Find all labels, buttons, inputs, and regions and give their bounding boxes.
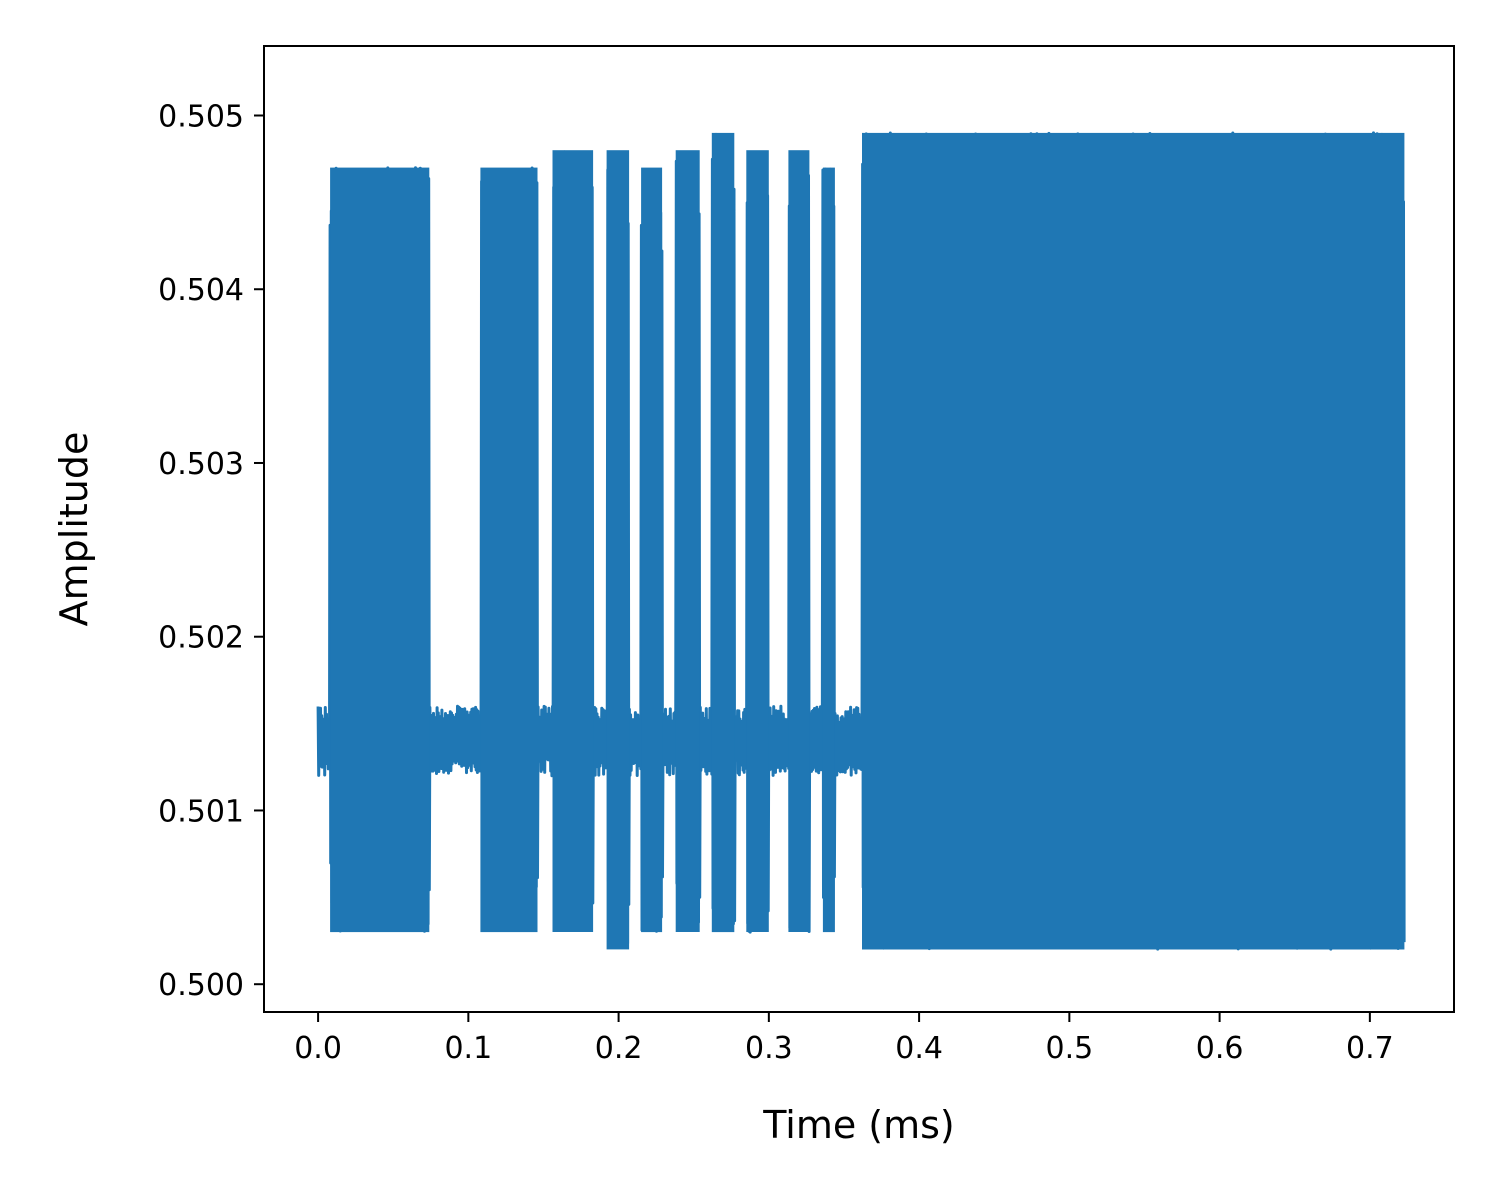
x-tick-label-4: 0.4 [895, 1031, 943, 1066]
x-tick-label-6: 0.6 [1196, 1031, 1244, 1066]
burst-1 [480, 167, 538, 933]
x-tick-label-7: 0.7 [1346, 1031, 1394, 1066]
y-tick-label-3: 0.503 [158, 447, 244, 482]
burst-0 [330, 167, 430, 933]
y-tick-label-2: 0.502 [158, 621, 244, 656]
y-tick-label-1: 0.501 [158, 794, 244, 829]
burst-10 [862, 132, 1405, 950]
x-axis: 0.0 0.1 0.2 0.3 0.4 0.5 0.6 0.7 [294, 1012, 1394, 1066]
burst-6 [711, 132, 735, 933]
x-tick-label-3: 0.3 [745, 1031, 793, 1066]
x-tick-label-2: 0.2 [595, 1031, 643, 1066]
burst-3 [606, 150, 630, 950]
axes-frame [263, 45, 1455, 1013]
burst-2 [552, 150, 594, 932]
y-axis-label: Amplitude [52, 432, 96, 627]
plot-area [316, 131, 1406, 951]
burst-9 [822, 167, 835, 933]
y-tick-label-5: 0.505 [158, 99, 244, 134]
burst-5 [675, 150, 700, 932]
burst-8 [788, 150, 810, 932]
x-tick-label-5: 0.5 [1045, 1031, 1093, 1066]
y-tick-label-0: 0.500 [158, 968, 244, 1003]
burst-4 [641, 167, 663, 933]
y-axis: 0.500 0.501 0.502 0.503 0.504 0.505 [158, 99, 264, 1003]
x-tick-label-1: 0.1 [444, 1031, 492, 1066]
burst-7 [746, 150, 769, 932]
y-tick-label-4: 0.504 [158, 273, 244, 308]
x-axis-label: Time (ms) [762, 1103, 955, 1147]
x-tick-label-0: 0.0 [294, 1031, 342, 1066]
